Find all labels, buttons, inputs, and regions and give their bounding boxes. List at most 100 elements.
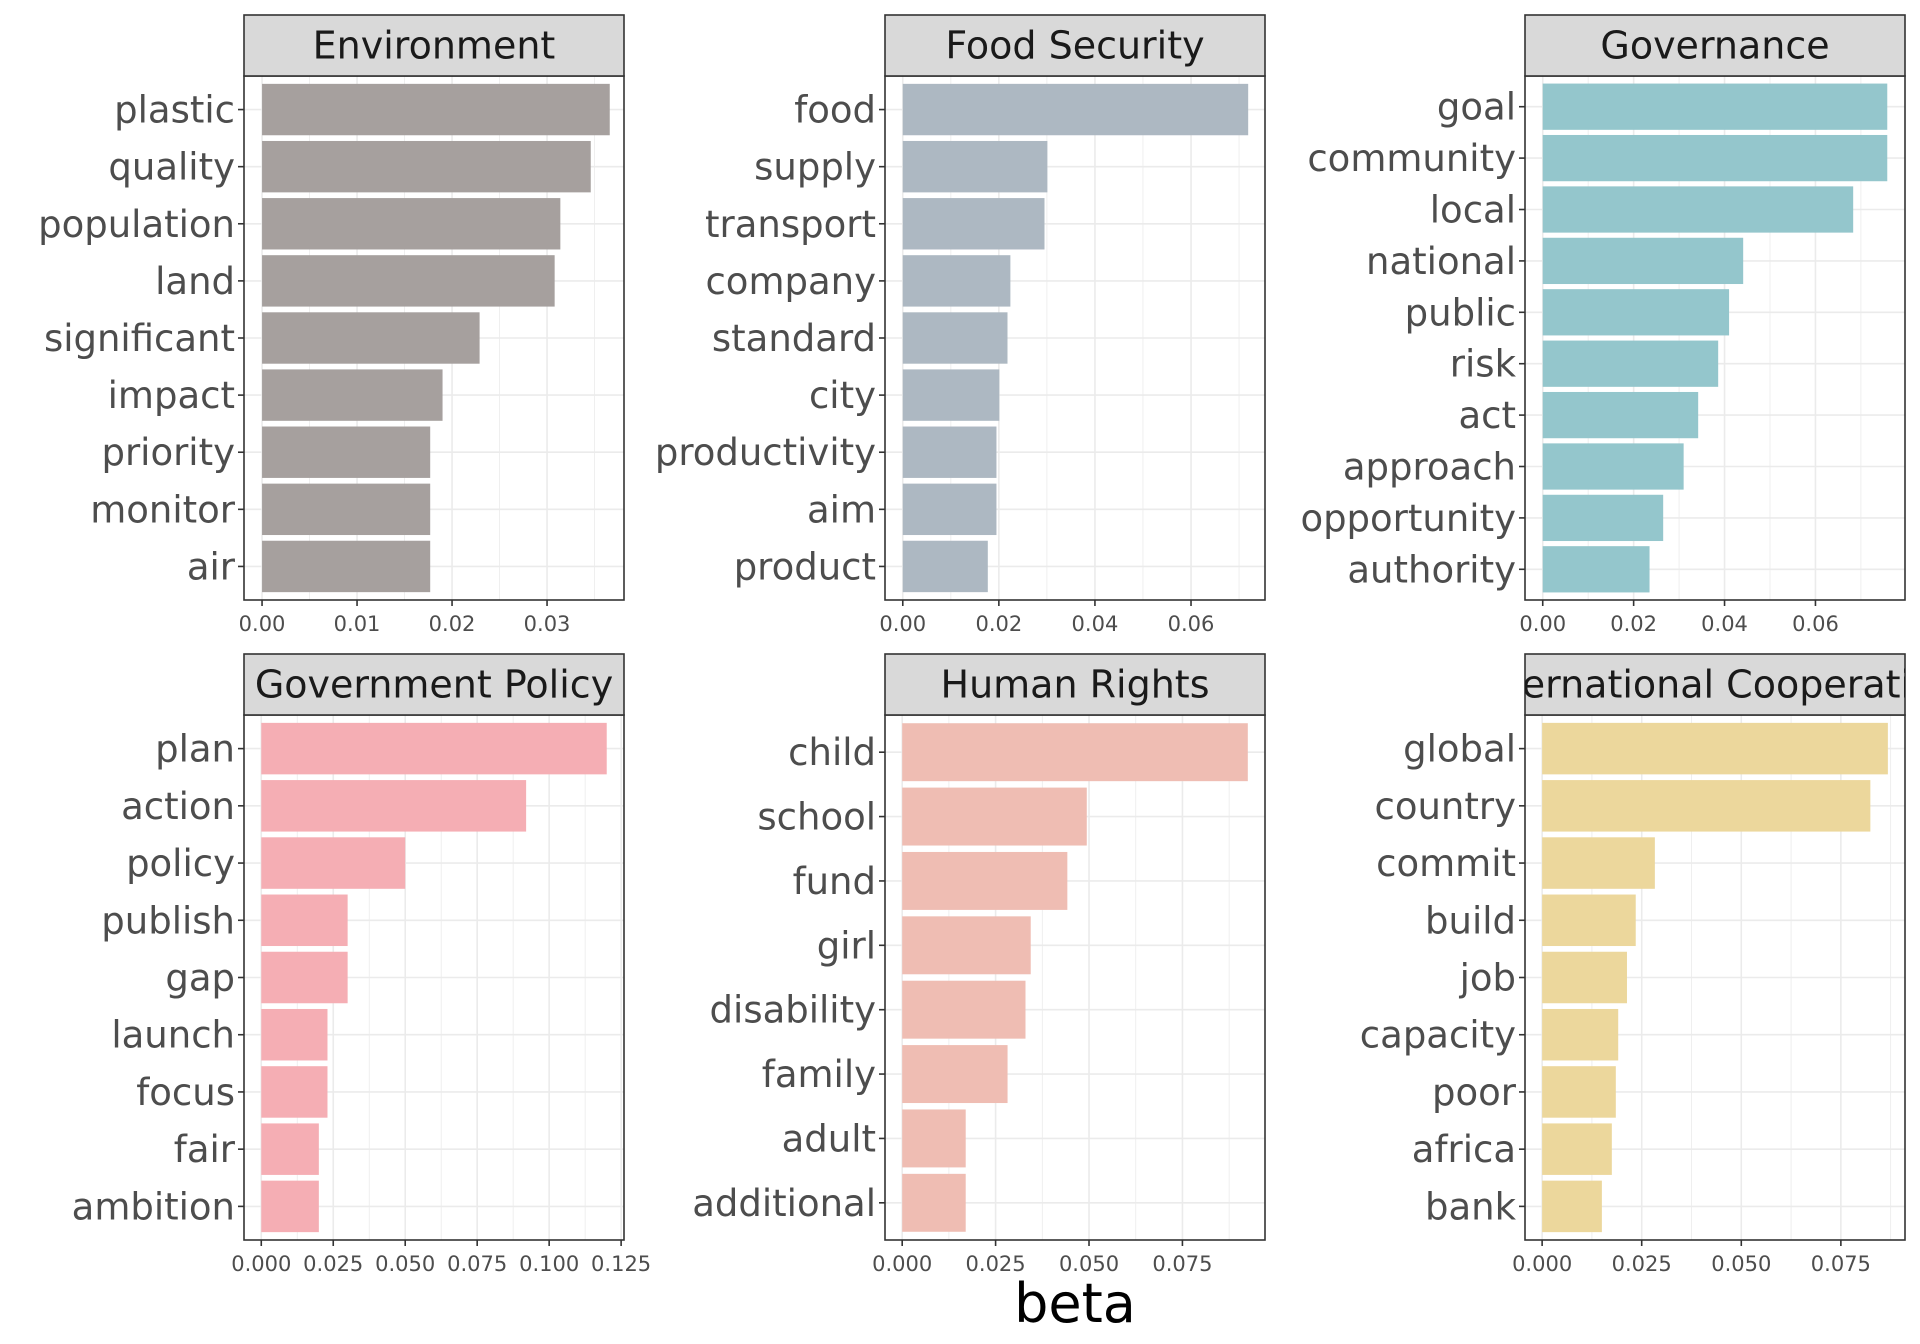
panel-environment: Environment plastic quality population land s… [38,14,625,636]
category-label: opportunity [1300,497,1516,540]
x-tick-label: 0.125 [591,1252,651,1276]
x-axis: 0.000 0.025 0.050 0.075 [872,1240,1212,1276]
bar-commit [1542,837,1655,889]
category-label: bank [1425,1185,1517,1228]
category-label: fund [793,860,876,903]
category-label: girl [817,924,876,967]
facet-title: Human Rights [941,663,1210,707]
bar-standard [902,312,1008,364]
bar-build [1542,894,1636,947]
category-label: poor [1432,1071,1517,1114]
x-tick-label: 0.025 [966,1252,1026,1276]
bar-opportunity [1542,494,1664,542]
panel-human-rights: Human Rights child school fund girl disabilit… [692,653,1266,1276]
category-label: disability [710,989,876,1032]
x-tick-label: 0.000 [231,1252,291,1276]
bar-focus [261,1066,328,1118]
y-axis: food supply transport company standard city pr… [655,89,885,588]
bar-act [1542,391,1699,439]
bar-goal [1542,83,1888,130]
category-label: focus [136,1071,235,1114]
bar-impact [262,369,443,421]
category-label: country [1375,785,1517,828]
x-tick-label: 0.050 [375,1252,435,1276]
bar-policy [261,837,406,889]
category-label: gap [165,957,235,1000]
category-label: community [1307,137,1516,180]
bar-adult [902,1109,966,1168]
bar-global [1542,722,1888,775]
bar-population [262,198,561,250]
facet-title: Governance [1600,24,1829,68]
bar-authority [1542,546,1650,593]
category-label: child [788,731,876,774]
category-label: africa [1412,1128,1516,1171]
category-label: risk [1450,343,1517,386]
bars [1542,83,1888,593]
category-label: action [121,785,235,828]
panel-governance: Governance goal community local national publ… [1300,14,1906,636]
x-tick-label: 0.00 [879,612,926,636]
bars [261,722,607,1233]
facet-panels: Environment plastic quality population land s… [38,14,1920,1276]
category-label: land [155,260,235,303]
bar-food [902,83,1249,136]
bar-company [902,255,1011,307]
bar-supply [902,140,1048,193]
facet-title: Environment [313,24,556,68]
facet-strip [1524,14,1906,77]
category-label: supply [754,146,876,189]
x-tick-label: 0.000 [1512,1252,1572,1276]
category-label: product [734,545,876,588]
category-label: fair [174,1128,236,1171]
x-tick-label: 0.025 [303,1252,363,1276]
category-label: school [757,796,876,839]
facet-strip [884,653,1266,716]
bar-local [1542,186,1854,233]
category-label: adult [782,1117,876,1160]
category-label: aim [807,488,876,531]
x-tick-label: 0.050 [1059,1252,1119,1276]
facet-title: Government Policy [255,663,613,707]
x-tick-label: 0.050 [1711,1252,1771,1276]
x-tick-label: 0.100 [519,1252,579,1276]
bars [902,723,1248,1232]
bars [262,83,610,593]
bar-country [1542,780,1871,832]
bars [1542,722,1888,1233]
bar-aim [902,483,997,536]
bar-africa [1542,1123,1612,1175]
bar-public [1542,289,1730,336]
facet-title: Food Security [945,24,1204,68]
facet-strip [884,14,1266,77]
x-tick-label: 0.025 [1612,1252,1672,1276]
x-tick-label: 0.000 [872,1252,932,1276]
x-tick-label: 0.04 [1072,612,1119,636]
category-label: population [38,203,235,246]
bar-land [262,255,555,307]
x-axis: 0.00 0.02 0.04 0.06 [879,600,1214,636]
category-label: standard [712,317,876,360]
bar-priority [262,426,431,478]
bar-gap [261,951,348,1004]
x-axis: 0.00 0.02 0.04 0.06 [1519,600,1839,636]
bar-plan [261,722,607,775]
category-label: productivity [655,431,876,474]
category-label: significant [44,317,235,360]
bar-capacity [1542,1008,1619,1061]
category-label: transport [705,203,876,246]
category-label: authority [1347,548,1516,591]
x-tick-label: 0.02 [429,612,476,636]
bar-fund [902,851,1068,910]
category-label: local [1430,189,1516,232]
category-label: job [1459,957,1516,1000]
bars [902,83,1249,593]
x-tick-label: 0.00 [1519,612,1566,636]
facet-title: International Cooperation [1472,663,1920,707]
category-label: food [794,89,876,132]
facet-strip [243,14,625,77]
x-tick-label: 0.075 [447,1252,507,1276]
x-axis: 0.00 0.01 0.02 0.03 [239,600,570,636]
bar-launch [261,1008,328,1061]
bar-family [902,1045,1008,1104]
